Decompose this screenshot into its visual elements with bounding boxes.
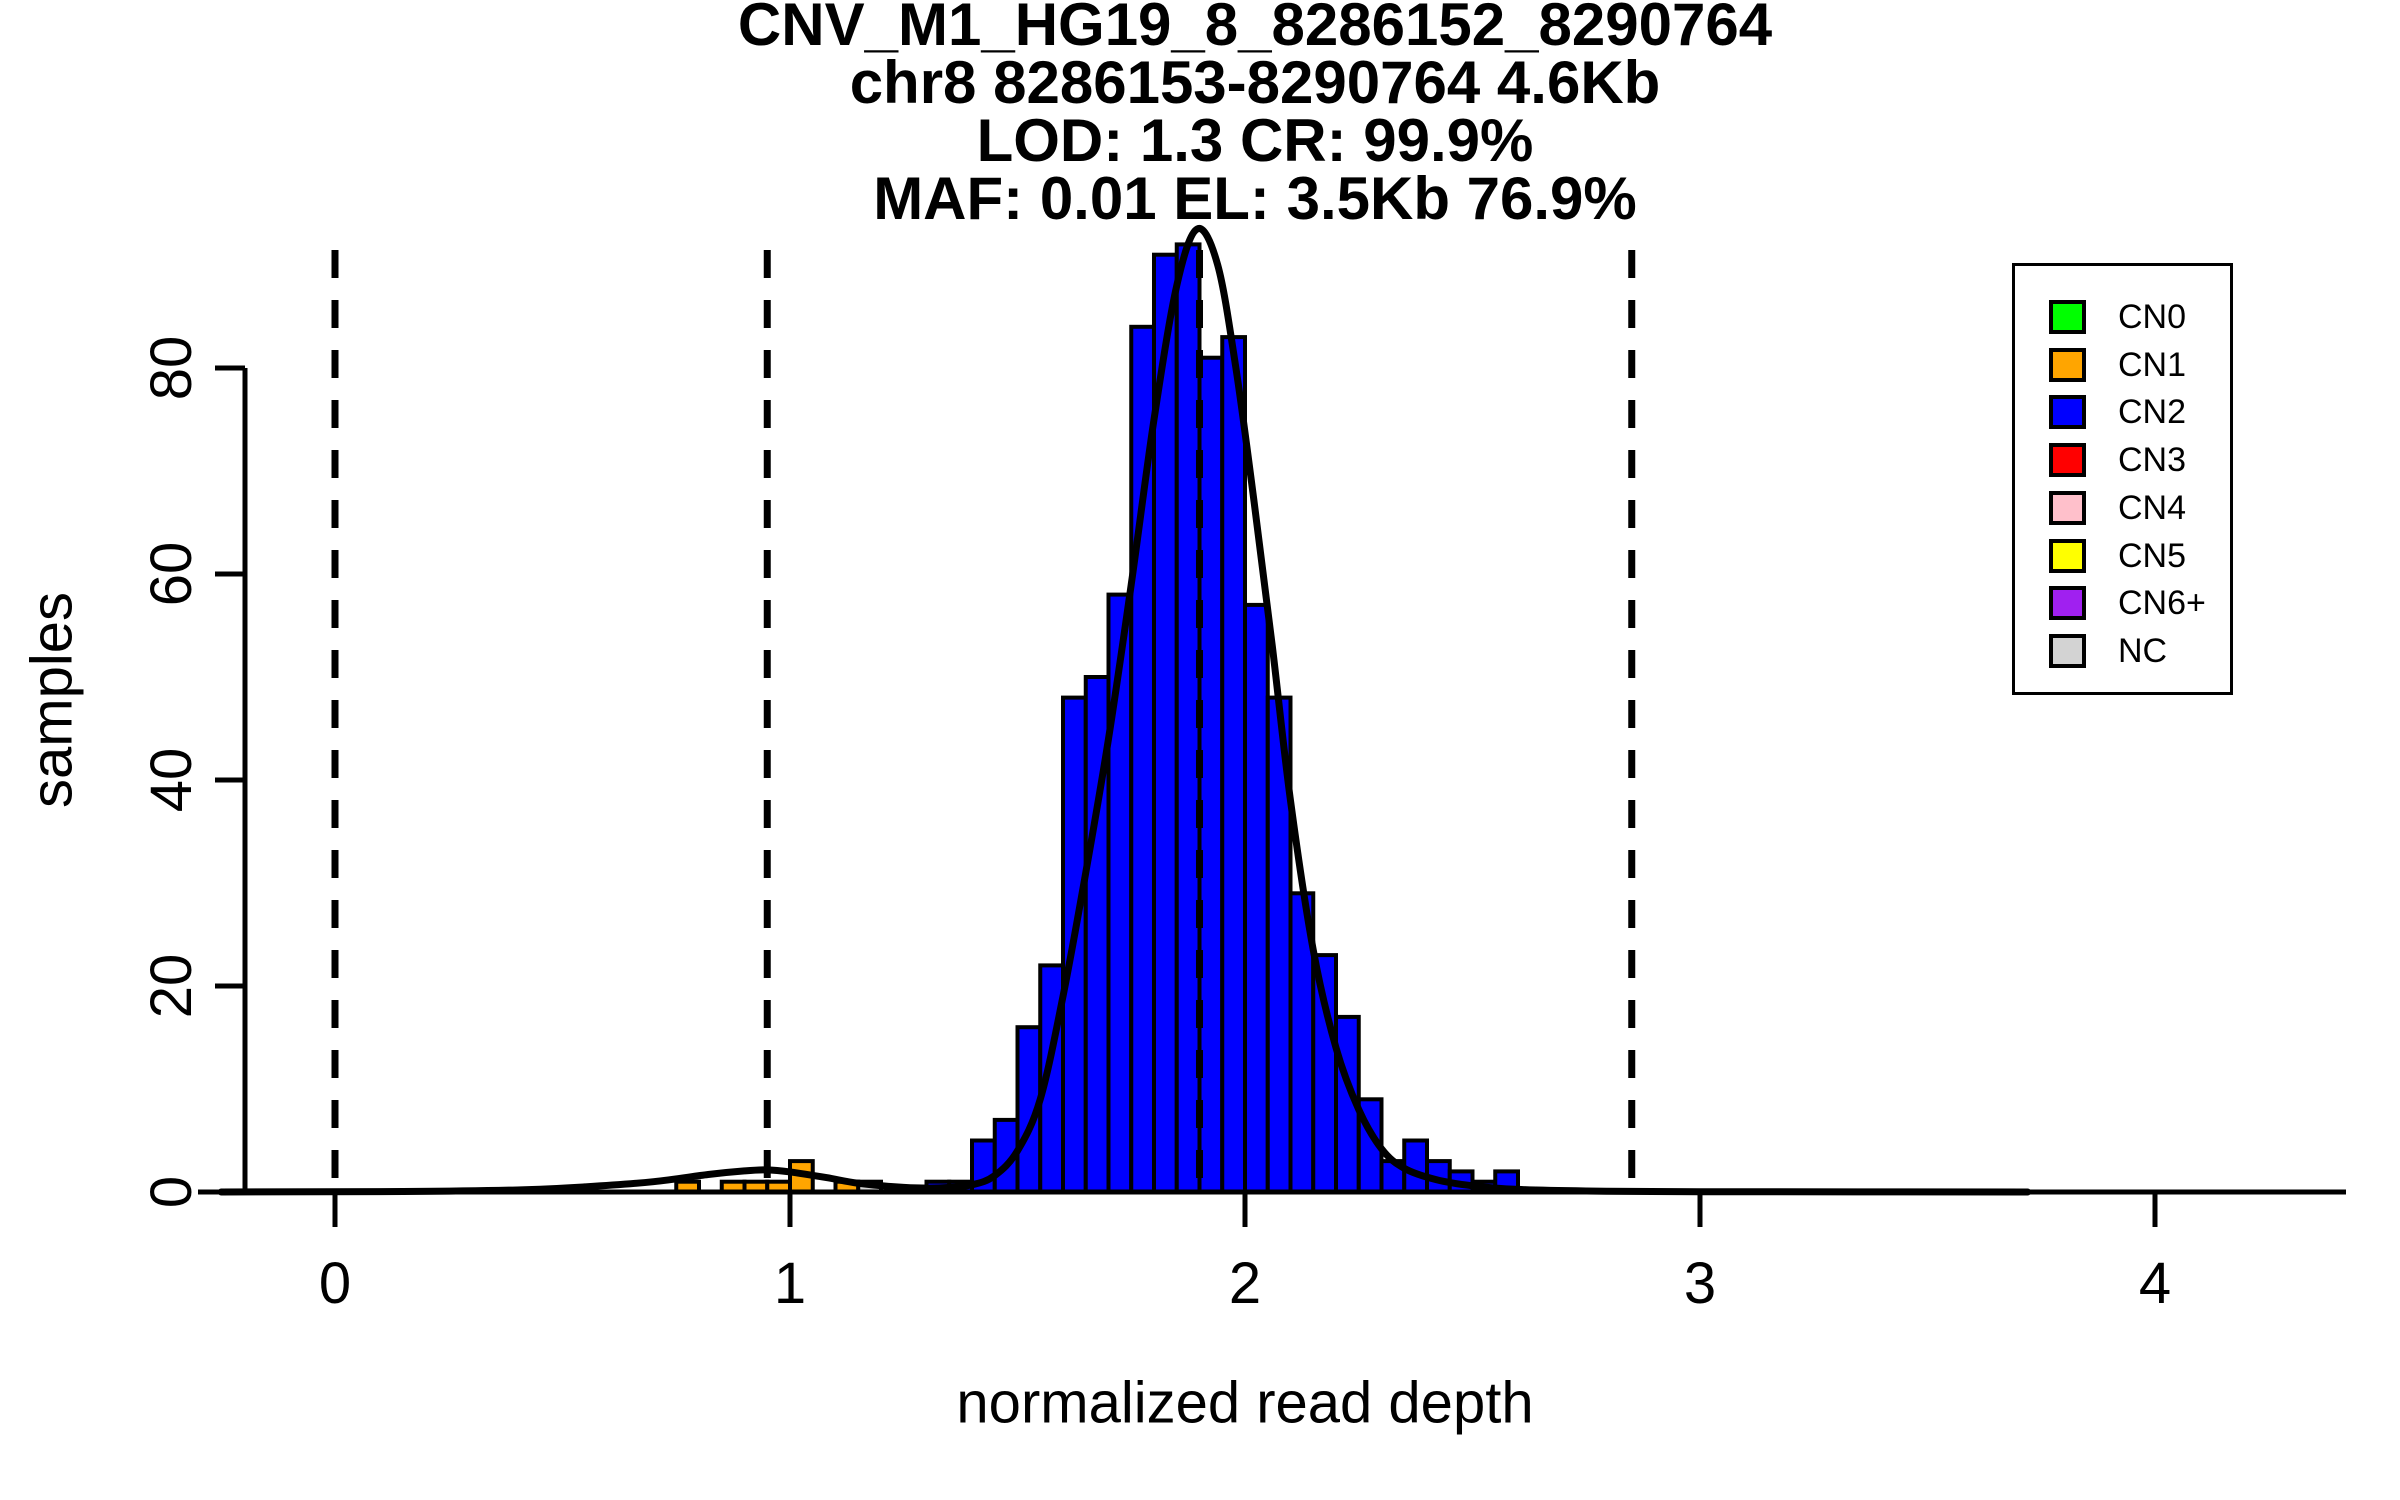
legend-item-cn6plus: CN6+ bbox=[2049, 583, 2206, 623]
legend-label: CN0 bbox=[2118, 298, 2187, 336]
legend-swatch-nc bbox=[2049, 633, 2086, 668]
legend-swatch-cn6plus bbox=[2049, 586, 2086, 621]
legend-label: CN4 bbox=[2118, 488, 2187, 527]
legend-label: CN3 bbox=[2118, 441, 2187, 480]
y-tick-label-80: 80 bbox=[139, 335, 204, 401]
legend-item-cn2: CN2 bbox=[2049, 392, 2186, 432]
legend-swatch-cn3 bbox=[2049, 443, 2086, 478]
legend-swatch-cn0 bbox=[2049, 300, 2086, 334]
x-tick-label-1: 1 bbox=[773, 1251, 807, 1316]
plot-title-line-3: LOD: 1.3 CR: 99.9% bbox=[976, 107, 1534, 174]
plot-title-line-4: MAF: 0.01 EL: 3.5Kb 76.9% bbox=[873, 165, 1637, 232]
legend-item-cn0: CN0 bbox=[2049, 297, 2186, 337]
x-axis-title: normalized read depth bbox=[956, 1370, 1534, 1436]
legend-box: CN0 CN1 CN2 CN3 CN4 CN5 CN6+ NC bbox=[2012, 263, 2233, 695]
legend-label: CN2 bbox=[2118, 393, 2187, 432]
legend-label: NC bbox=[2118, 631, 2168, 670]
legend-item-cn5: CN5 bbox=[2049, 536, 2186, 576]
plot-title: CNV_M1_HG19_8_8286152_8290764 chr8 82861… bbox=[110, 0, 2400, 232]
legend-item-cn3: CN3 bbox=[2049, 440, 2186, 480]
histogram-bar-cn2 bbox=[1220, 335, 1247, 1195]
y-tick-label-0: 0 bbox=[139, 1175, 204, 1209]
legend-swatch-cn1 bbox=[2049, 347, 2086, 382]
legend-label: CN1 bbox=[2118, 345, 2187, 384]
legend-label: CN5 bbox=[2118, 536, 2187, 575]
legend-swatch-cn2 bbox=[2049, 395, 2086, 430]
x-tick-label-3: 3 bbox=[1683, 1251, 1717, 1316]
legend-item-cn4: CN4 bbox=[2049, 488, 2186, 528]
legend-swatch-cn5 bbox=[2049, 538, 2086, 573]
y-tick-label-20: 20 bbox=[139, 953, 204, 1019]
y-tick-label-40: 40 bbox=[139, 747, 204, 813]
fit-density-curve bbox=[217, 225, 2032, 1196]
legend-item-cn1: CN1 bbox=[2049, 345, 2186, 385]
x-tick-label-4: 4 bbox=[2138, 1251, 2172, 1316]
legend-label: CN6+ bbox=[2118, 584, 2206, 623]
x-tick-label-2: 2 bbox=[1228, 1251, 1262, 1316]
legend-item-nc: NC bbox=[2049, 631, 2167, 671]
x-tick-label-0: 0 bbox=[318, 1251, 352, 1316]
y-axis-title: samples bbox=[19, 592, 85, 808]
plot-title-line-1: CNV_M1_HG19_8_8286152_8290764 bbox=[737, 0, 1773, 58]
histogram-bar-cn2 bbox=[1243, 602, 1270, 1194]
legend-swatch-cn4 bbox=[2049, 490, 2086, 525]
plot-title-line-2: chr8 8286153-8290764 4.6Kb bbox=[849, 49, 1661, 116]
y-tick-label-60: 60 bbox=[139, 541, 204, 607]
